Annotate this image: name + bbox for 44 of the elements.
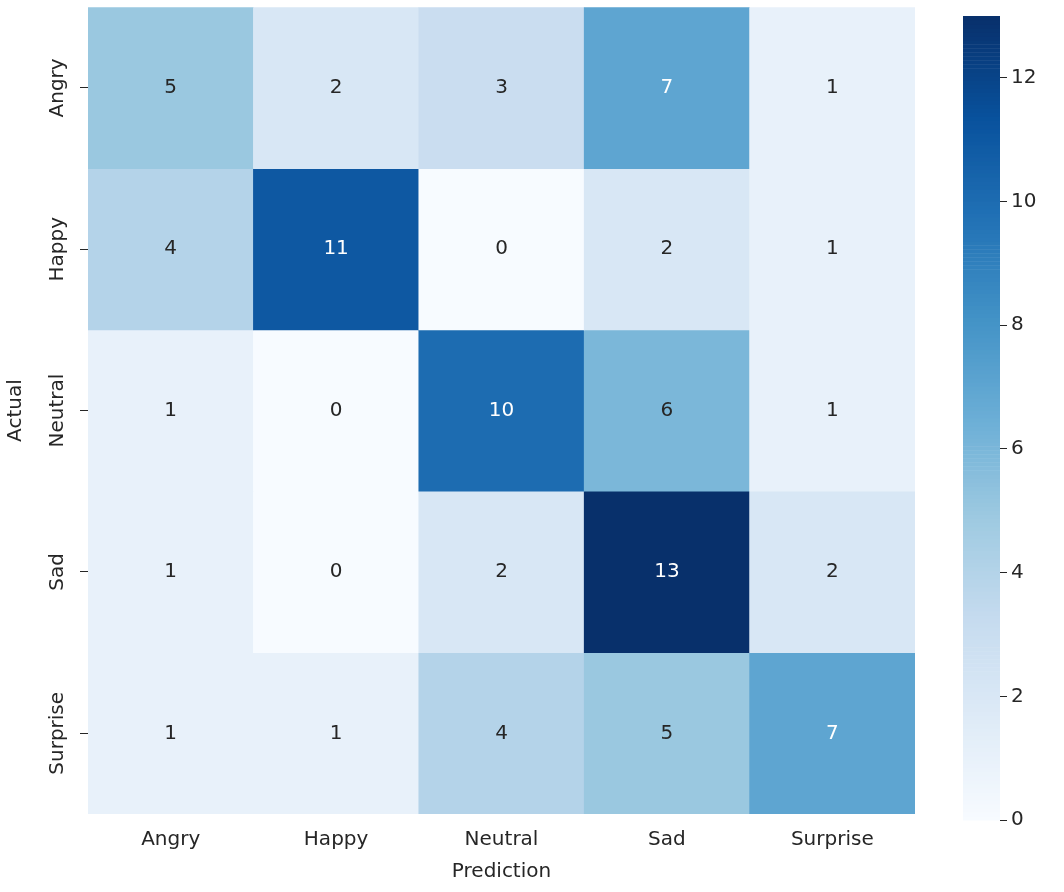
data-label: 0 <box>495 235 508 260</box>
data-label: 1 <box>164 396 178 421</box>
data-label: 7 <box>825 719 839 744</box>
y-axis-title: Actual <box>2 379 27 442</box>
data-label: 1 <box>825 74 839 99</box>
color-bar-label: 0 <box>1011 806 1024 831</box>
y-tick-label: Angry <box>44 58 69 118</box>
data-label: 2 <box>495 558 508 583</box>
x-tick-label: Neutral <box>464 826 539 851</box>
y-tick-label: Sad <box>44 553 69 591</box>
data-label: 0 <box>329 396 343 421</box>
y-tick-label: Surprise <box>44 691 69 775</box>
color-bar-label: 10 <box>1011 187 1037 212</box>
data-label: 1 <box>329 719 343 744</box>
data-label: 1 <box>825 396 839 421</box>
data-label: 5 <box>660 719 674 744</box>
color-bar-label: 8 <box>1011 311 1024 336</box>
x-tick-label: Surprise <box>790 826 874 851</box>
data-label: 4 <box>164 235 178 260</box>
data-label: 13 <box>654 558 680 583</box>
data-label: 10 <box>488 396 515 421</box>
data-label: 11 <box>323 235 349 260</box>
data-label: 2 <box>660 235 674 260</box>
color-bar-label: 12 <box>1011 64 1037 89</box>
data-label: 7 <box>660 74 674 99</box>
data-label: 6 <box>660 396 674 421</box>
x-axis-title: Prediction <box>451 858 552 883</box>
data-label: 0 <box>329 558 343 583</box>
data-label: 5 <box>164 74 178 99</box>
data-label: 2 <box>329 74 343 99</box>
data-label: 1 <box>825 235 839 260</box>
data-label: 1 <box>164 719 178 744</box>
data-label: 3 <box>495 74 508 99</box>
x-tick-label: Sad <box>648 826 686 851</box>
color-bar-label: 4 <box>1011 558 1024 583</box>
y-tick-label: Happy <box>44 216 69 282</box>
data-label: 1 <box>164 558 178 583</box>
x-tick-label: Happy <box>303 826 369 851</box>
data-label: 2 <box>825 558 839 583</box>
y-tick-label: Neutral <box>44 373 69 448</box>
color-bar-label: 2 <box>1011 682 1024 707</box>
data-label: 4 <box>495 719 508 744</box>
color-bar-label: 6 <box>1011 435 1024 460</box>
x-tick-label: Angry <box>141 826 201 851</box>
